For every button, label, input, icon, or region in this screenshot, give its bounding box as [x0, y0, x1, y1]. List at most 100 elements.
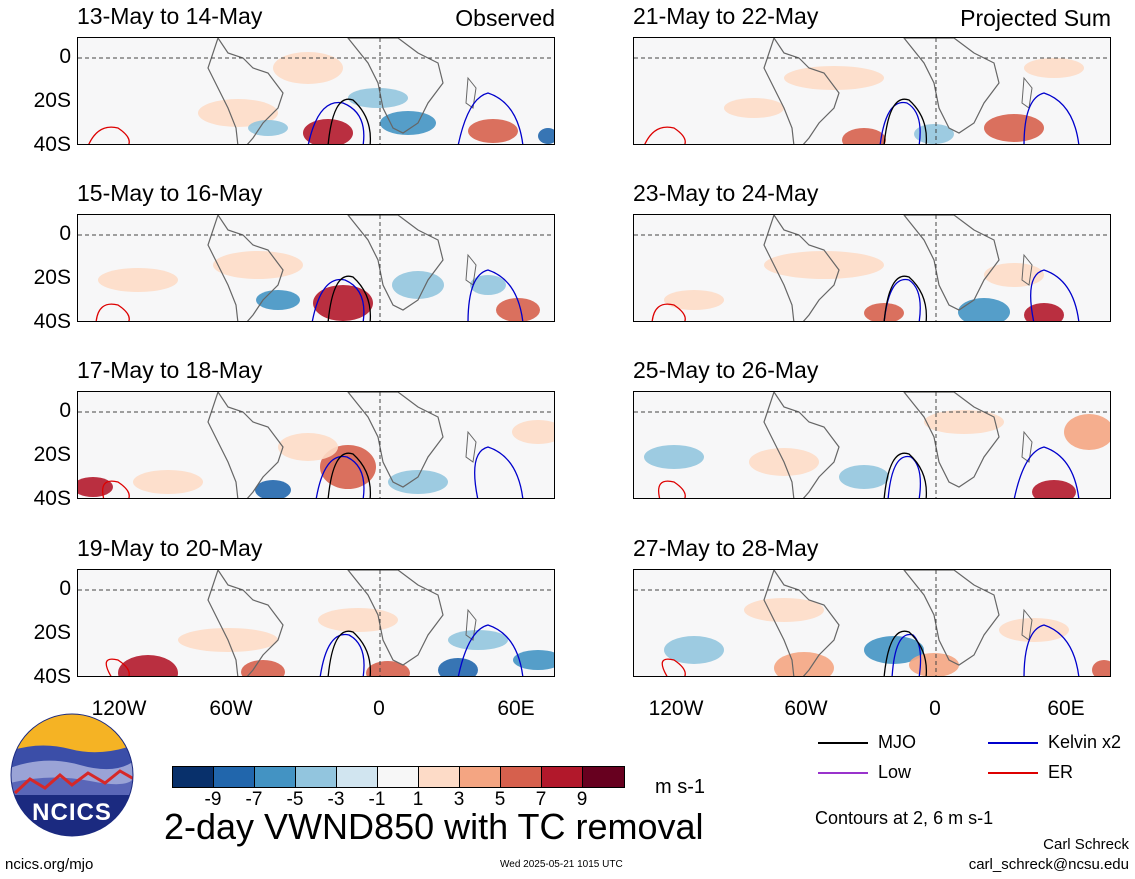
anomaly-shading: [958, 298, 1010, 321]
africa-outline: [903, 570, 1000, 666]
er-contour: [651, 303, 686, 321]
y-tick-label: 0: [59, 45, 71, 68]
colorbar-swatch: [214, 767, 255, 787]
colorbar-units: m s-1: [655, 776, 705, 798]
legend-swatch: [988, 772, 1038, 774]
x-tick-label: 0: [929, 697, 941, 720]
anomaly-shading: [98, 268, 178, 292]
er-contour: [105, 658, 130, 676]
mjo-contour: [327, 630, 372, 676]
er-contour: [88, 126, 130, 144]
south-america-outline: [207, 38, 284, 144]
anomaly-shading: [448, 630, 508, 650]
map-panel: [77, 214, 555, 322]
er-contour: [657, 480, 686, 498]
footer-author: Carl Schreck: [1043, 836, 1129, 853]
legend-swatch: [988, 742, 1038, 744]
anomaly-shading: [380, 111, 436, 135]
y-tick-label: 40S: [33, 665, 71, 688]
x-tick-label: 120W: [648, 697, 704, 720]
anomaly-shading: [864, 636, 924, 664]
mjo-contour: [883, 98, 928, 144]
anomaly-shading: [366, 661, 410, 676]
anomaly-shading: [241, 660, 285, 676]
africa-outline: [903, 215, 1000, 311]
kelvin-contour: [307, 101, 365, 144]
colorbar-swatch: [419, 767, 460, 787]
anomaly-shading: [664, 636, 724, 664]
anomaly-shading: [909, 653, 959, 676]
anomaly-shading: [273, 52, 343, 84]
footer-email: carl_schreck@ncsu.edu: [968, 856, 1129, 873]
anomaly-shading: [1064, 414, 1110, 450]
madagascar-outline: [1021, 430, 1033, 463]
panel-title: 21-May to 22-May: [633, 3, 819, 29]
south-america-outline: [763, 392, 840, 498]
panel-title: 27-May to 28-May: [633, 535, 819, 561]
panel-label: Observed: [455, 5, 555, 31]
panel-title: 13-May to 14-May: [77, 3, 263, 29]
panel-title: 15-May to 16-May: [77, 180, 263, 206]
x-tick-label: 60W: [209, 697, 253, 720]
kelvin-contour: [879, 101, 921, 144]
anomaly-shading: [784, 66, 884, 90]
anomaly-shading: [984, 114, 1044, 142]
colorbar-tick-label: 1: [412, 789, 424, 810]
colorbar-tick-label: 9: [576, 789, 588, 810]
anomaly-shading: [744, 598, 824, 622]
anomaly-shading: [438, 658, 478, 676]
anomaly-shading: [764, 251, 884, 279]
colorbar-swatch: [542, 767, 583, 787]
south-america-outline: [207, 392, 284, 498]
anomaly-shading: [664, 290, 724, 310]
anomaly-shading: [774, 652, 834, 676]
kelvin-contour: [311, 278, 365, 321]
madagascar-outline: [465, 608, 477, 641]
y-tick-label: 40S: [33, 133, 71, 156]
anomaly-shading: [644, 445, 704, 469]
kelvin-contour: [883, 278, 921, 321]
figure-title: 2-day VWND850 with TC removal: [164, 806, 704, 847]
kelvin-contour: [457, 92, 524, 144]
kelvin-contour: [319, 633, 365, 676]
africa-outline: [347, 392, 444, 488]
anomaly-shading: [118, 655, 178, 676]
mjo-contour: [327, 98, 372, 144]
map-panel: [633, 214, 1111, 322]
y-tick-label: 20S: [33, 443, 71, 466]
anomaly-shading: [842, 128, 886, 144]
x-tick-label: 0: [373, 697, 385, 720]
anomaly-shading: [839, 465, 889, 489]
colorbar-tick-label: -9: [204, 789, 222, 810]
panel-title: 23-May to 24-May: [633, 180, 819, 206]
colorbar-tick-label: 7: [535, 789, 547, 810]
africa-outline: [903, 38, 1000, 134]
anomaly-shading: [984, 263, 1044, 287]
madagascar-outline: [1021, 253, 1033, 286]
legend-label: MJO: [878, 732, 916, 752]
mjo-contour: [883, 452, 928, 498]
kelvin-contour: [887, 455, 922, 498]
anomaly-shading: [1092, 660, 1110, 676]
er-contour: [644, 126, 686, 144]
africa-outline: [347, 38, 444, 134]
mjo-contour: [327, 275, 372, 321]
contours-note: Contours at 2, 6 m s-1: [815, 808, 994, 828]
legend-label: Low: [878, 762, 912, 782]
anomaly-shading: [1032, 480, 1076, 498]
colorbar-swatch: [583, 767, 624, 787]
ncics-logo: NCICS: [10, 713, 134, 837]
colorbar-tick-label: -3: [327, 789, 345, 810]
anomaly-shading: [1024, 303, 1064, 321]
map-panel: [77, 391, 555, 499]
y-tick-label: 20S: [33, 266, 71, 289]
anomaly-shading: [320, 445, 376, 489]
footer-url: ncics.org/mjo: [5, 856, 94, 873]
kelvin-contour: [315, 455, 365, 498]
colorbar-tick-label: -5: [286, 789, 304, 810]
madagascar-outline: [1021, 76, 1033, 109]
anomaly-shading: [724, 98, 784, 118]
anomaly-shading: [513, 650, 554, 670]
map-panel: [633, 569, 1111, 677]
x-tick-label: 120W: [91, 697, 147, 720]
